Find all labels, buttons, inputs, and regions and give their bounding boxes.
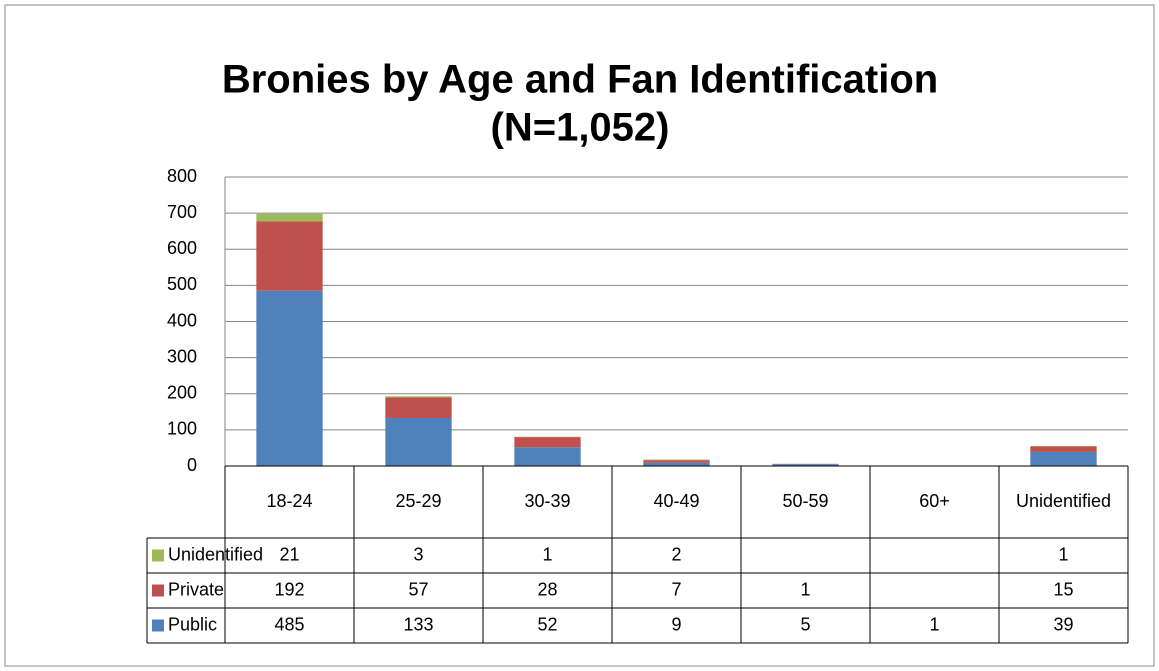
- table-value: 57: [408, 579, 428, 599]
- bar-segment: [1030, 446, 1097, 452]
- table-value: 7: [671, 579, 681, 599]
- category-cell: Unidentified: [1015, 491, 1112, 512]
- table-value: 2: [671, 544, 681, 564]
- table-value: 192: [274, 579, 304, 599]
- table-value: 52: [537, 614, 557, 634]
- x-tick-label: Unidentified: [1015, 491, 1112, 512]
- table-value: 15: [1053, 579, 1073, 599]
- table-value: 3: [413, 544, 423, 564]
- x-tick-label: 25-29: [395, 491, 442, 512]
- y-tick-label: 300: [167, 346, 197, 366]
- table-value: 1: [542, 544, 552, 564]
- y-tick-label: 100: [167, 419, 197, 439]
- table-value: 1: [1058, 544, 1068, 564]
- legend-label: Private: [168, 579, 224, 599]
- table-value: 133: [403, 614, 433, 634]
- category-cell: 18-24: [266, 491, 313, 512]
- y-tick-label: 700: [167, 202, 197, 222]
- bar-segment: [514, 437, 581, 448]
- legend-swatch: [152, 619, 164, 632]
- table-value: 1: [800, 579, 810, 599]
- bar-segment: [256, 221, 323, 291]
- table-value: 39: [1053, 614, 1073, 634]
- table-value: 21: [279, 544, 299, 564]
- bar-segment: [256, 290, 323, 466]
- chart-subtitle: (N=1,052): [491, 106, 670, 150]
- category-cell: 40-49: [653, 491, 700, 512]
- y-tick-label: 400: [167, 310, 197, 330]
- bar-segment: [514, 447, 581, 466]
- category-cell: 50-59: [782, 491, 829, 512]
- bar-segment: [772, 464, 839, 466]
- table-value: 1: [929, 614, 939, 634]
- x-tick-label: 30-39: [524, 491, 571, 512]
- legend-swatch: [152, 549, 164, 562]
- category-cell: 30-39: [524, 491, 571, 512]
- bar-segment: [385, 397, 452, 418]
- legend-swatch: [152, 584, 164, 597]
- x-tick-label: 18-24: [266, 491, 313, 512]
- legend-label: Unidentified: [168, 544, 263, 564]
- chart-border: [4, 4, 1155, 667]
- chart-title: Bronies by Age and Fan Identification: [222, 58, 938, 102]
- bar-segment: [385, 396, 452, 398]
- y-tick-label: 800: [167, 166, 197, 186]
- y-tick-label: 600: [167, 238, 197, 258]
- bar-segment: [1030, 451, 1097, 466]
- bar-segment: [643, 462, 710, 466]
- x-tick-label: 60+: [919, 491, 950, 512]
- table-value: 9: [671, 614, 681, 634]
- table-value: 5: [800, 614, 810, 634]
- y-tick-label: 0: [187, 455, 197, 475]
- x-tick-label: 40-49: [653, 491, 700, 512]
- x-tick-label: 50-59: [782, 491, 829, 512]
- bar-segment: [643, 459, 710, 461]
- bar-segment: [385, 417, 452, 466]
- table-value: 28: [537, 579, 557, 599]
- bar-segment: [643, 460, 710, 463]
- table-value: 485: [274, 614, 304, 634]
- legend-label: Public: [168, 614, 217, 634]
- bar-segment: [256, 213, 323, 222]
- y-tick-label: 200: [167, 383, 197, 403]
- category-cell: 25-29: [395, 491, 442, 512]
- y-tick-label: 500: [167, 274, 197, 294]
- category-cell: 60+: [919, 491, 950, 512]
